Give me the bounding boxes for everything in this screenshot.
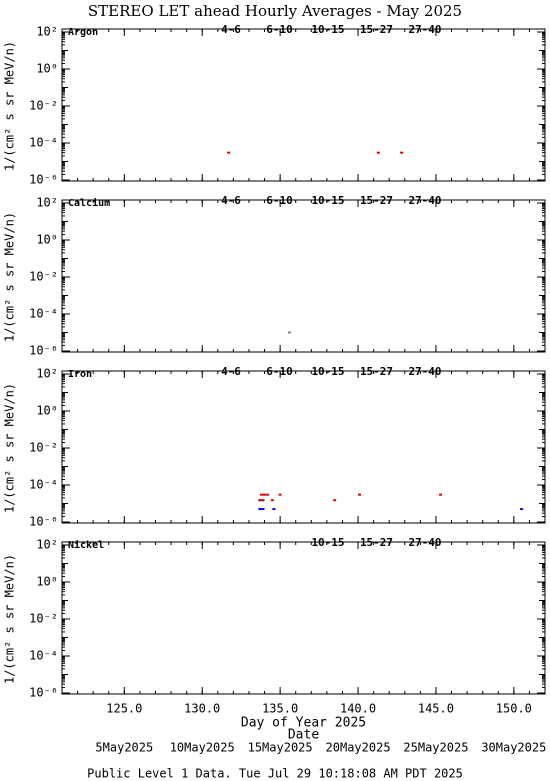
- y-axis-label: 1/(cm² s sr MeV/n): [3, 212, 17, 342]
- data-point: [520, 508, 524, 511]
- y-tick-label: 10⁰: [36, 62, 58, 76]
- date-tick-label: 10May2025: [170, 741, 235, 755]
- x-tick-label: 145.0: [418, 702, 454, 716]
- x2-axis-label: Date: [288, 728, 319, 743]
- legend-entry: 27-40: [408, 23, 441, 36]
- legend-entry: 6-10: [266, 194, 293, 207]
- footnote: Public Level 1 Data. Tue Jul 29 10:18:08…: [87, 767, 463, 781]
- legend-entry: 27-40: [408, 365, 441, 378]
- y-tick-label: 10⁻²: [29, 612, 58, 626]
- y-tick-label: 10²: [36, 367, 58, 381]
- data-point: [358, 493, 362, 496]
- y-axis-label: 1/(cm² s sr MeV/n): [3, 41, 17, 171]
- date-tick-label: 30May2025: [481, 741, 546, 755]
- legend-entry: 15-27: [360, 365, 393, 378]
- data-point: [263, 493, 267, 496]
- data-point: [287, 331, 291, 334]
- legend-entry: 4-6: [221, 194, 241, 207]
- legend-entry: 15-27: [360, 536, 393, 549]
- plot-frame: [61, 28, 546, 182]
- data-point: [258, 499, 262, 502]
- date-tick-label: 15May2025: [248, 741, 313, 755]
- legend-entry: 10-15: [311, 194, 344, 207]
- legend-entry: 4-6: [221, 23, 241, 36]
- x-tick-label: 150.0: [496, 702, 532, 716]
- y-tick-label: 10⁰: [36, 404, 58, 418]
- data-point: [278, 493, 282, 496]
- y-tick-label: 10⁻²: [29, 441, 58, 455]
- x-axis-label: Day of Year 2025: [241, 716, 366, 731]
- legend-entry: 15-27: [360, 23, 393, 36]
- legend-entry: 10-15: [311, 536, 344, 549]
- y-axis-label: 1/(cm² s sr MeV/n): [3, 383, 17, 513]
- legend-entry: 6-10: [266, 365, 293, 378]
- y-tick-label: 10⁰: [36, 233, 58, 247]
- date-tick-label: 5May2025: [95, 741, 153, 755]
- chart-title: STEREO LET ahead Hourly Averages - May 2…: [88, 2, 462, 20]
- legend-entry: 10-15: [311, 365, 344, 378]
- x-tick-label: 135.0: [262, 702, 298, 716]
- date-tick-label: 20May2025: [326, 741, 391, 755]
- data-point: [272, 508, 276, 511]
- data-point: [439, 493, 443, 496]
- data-point: [270, 499, 274, 502]
- x-tick-label: 140.0: [340, 702, 376, 716]
- x-tick-label: 125.0: [106, 702, 142, 716]
- panel-label: Argon: [68, 27, 98, 38]
- y-tick-label: 10⁰: [36, 575, 58, 589]
- panel-label: Calcium: [68, 197, 110, 209]
- date-tick-label: 25May2025: [403, 741, 468, 755]
- y-axis-label: 1/(cm² s sr MeV/n): [3, 554, 17, 684]
- y-tick-label: 10⁻⁴: [29, 136, 58, 150]
- data-point: [227, 151, 231, 154]
- data-point: [259, 493, 263, 496]
- y-tick-label: 10²: [36, 538, 58, 552]
- y-tick-label: 10⁻²: [29, 99, 58, 113]
- y-tick-label: 10⁻⁶: [29, 344, 58, 358]
- panel-label: Iron: [68, 369, 92, 380]
- y-tick-label: 10⁻⁴: [29, 307, 58, 321]
- legend-entry: 4-6: [221, 365, 241, 378]
- data-point: [261, 499, 265, 502]
- data-point: [376, 151, 380, 154]
- y-tick-label: 10⁻⁴: [29, 649, 58, 663]
- legend-entry: 27-40: [408, 536, 441, 549]
- plot-frame: [61, 541, 546, 695]
- data-point: [266, 493, 270, 496]
- y-tick-label: 10²: [36, 25, 58, 39]
- data-point: [258, 508, 262, 511]
- legend-entry: 27-40: [408, 194, 441, 207]
- panel-label: Nickel: [68, 539, 104, 551]
- data-point: [400, 151, 404, 154]
- data-point: [261, 508, 265, 511]
- plot-frame: [61, 370, 546, 524]
- data-point: [333, 499, 337, 502]
- y-tick-label: 10⁻²: [29, 270, 58, 284]
- y-tick-label: 10²: [36, 196, 58, 210]
- y-tick-label: 10⁻⁴: [29, 478, 58, 492]
- y-tick-label: 10⁻⁶: [29, 686, 58, 700]
- x-tick-label: 130.0: [184, 702, 220, 716]
- legend-entry: 6-10: [266, 23, 293, 36]
- plot-frame: [61, 199, 546, 353]
- y-tick-label: 10⁻⁶: [29, 515, 58, 529]
- legend-entry: 15-27: [360, 194, 393, 207]
- y-tick-label: 10⁻⁶: [29, 173, 58, 187]
- legend-entry: 10-15: [311, 23, 344, 36]
